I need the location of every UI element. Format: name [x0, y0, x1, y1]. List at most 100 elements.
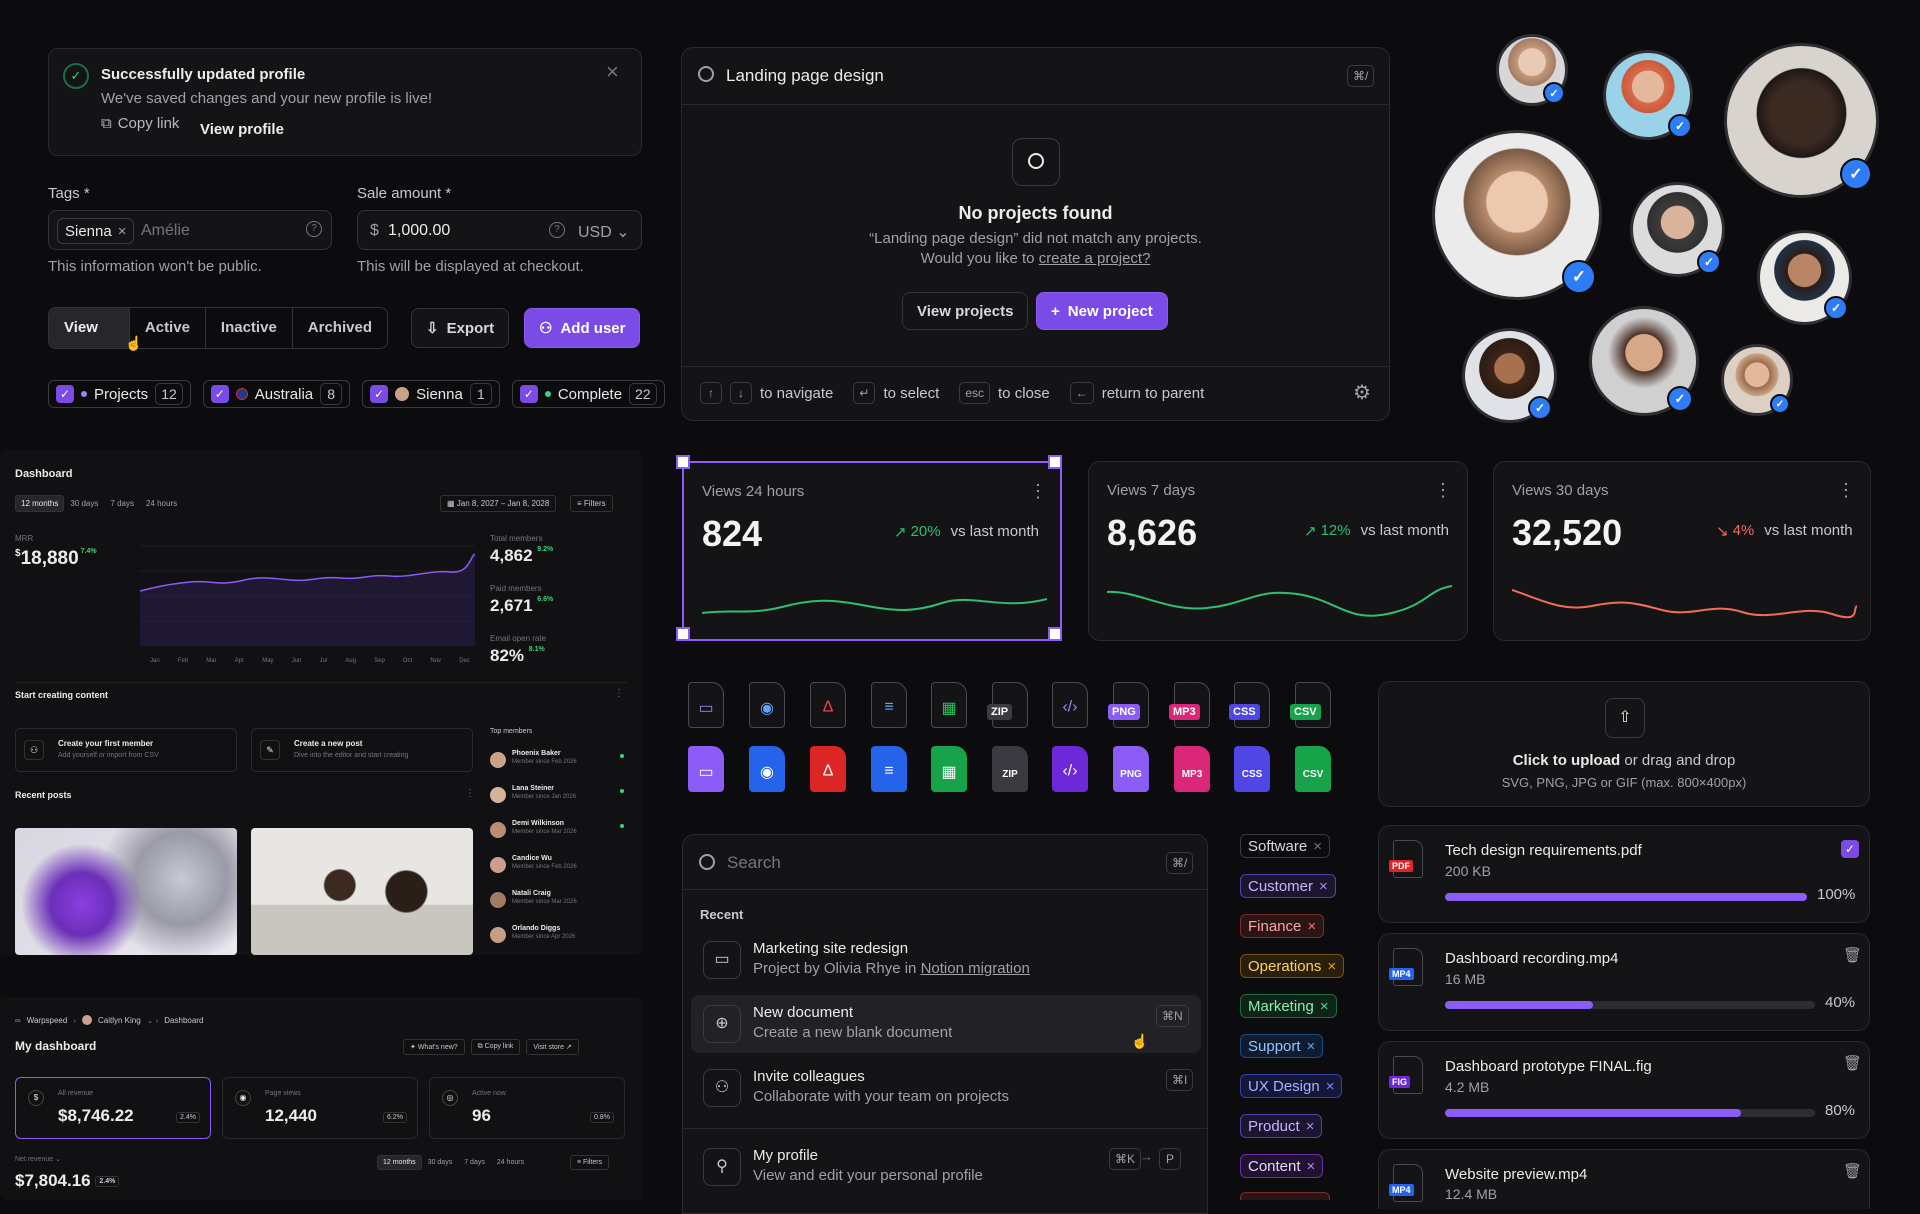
resize-handle[interactable]: [1048, 455, 1062, 469]
stat-card[interactable]: ◎ Active now 96 0.8%: [429, 1077, 625, 1139]
more-vertical-icon[interactable]: ⋮: [465, 788, 475, 799]
checkbox-checked[interactable]: ✓: [519, 385, 538, 403]
range-24-hours[interactable]: 24 hours: [145, 499, 178, 508]
date-range-button[interactable]: ▦ Jan 8, 2027 – Jan 8, 2028: [440, 495, 557, 512]
tag-finance[interactable]: Finance ×: [1240, 914, 1325, 938]
checkbox-checked[interactable]: ✓: [210, 385, 229, 403]
tag-content[interactable]: Content ×: [1240, 1154, 1324, 1178]
tag-operations[interactable]: Operations ×: [1240, 954, 1345, 978]
tab-view-all[interactable]: View all: [49, 308, 130, 348]
resize-handle[interactable]: [676, 455, 690, 469]
copy-link-button[interactable]: ⧉ Copy link: [101, 115, 179, 132]
metric-card-7d[interactable]: Views 7 days ⋮ 8,626 ↗ 12% vs last month: [1088, 461, 1468, 641]
breadcrumb-item[interactable]: Dashboard: [164, 1015, 204, 1025]
tag-ux-design[interactable]: UX Design ×: [1240, 1074, 1343, 1098]
checkbox-checked[interactable]: ✓: [370, 385, 389, 403]
task-card[interactable]: ⚇ Create your first member Add yourself …: [15, 728, 237, 772]
tab-archived[interactable]: Archived: [307, 319, 372, 336]
command-item[interactable]: ⚲ My profile View and edit your personal…: [691, 1138, 1201, 1196]
new-project-button[interactable]: + New project: [1036, 292, 1168, 330]
checkbox-checked[interactable]: ✓: [56, 385, 74, 403]
checkbox-checked[interactable]: ✓: [1841, 840, 1859, 858]
metric-card-24h[interactable]: Views 24 hours ⋮ 824 ↗ 20% vs last month: [676, 455, 1062, 641]
add-user-button[interactable]: ⚇ Add user: [524, 308, 641, 348]
stat-card[interactable]: ◉ Page views 12,440 6.2%: [222, 1077, 418, 1139]
trash-icon[interactable]: 🗑: [1843, 1163, 1863, 1180]
tab-inactive[interactable]: Inactive: [206, 308, 293, 348]
post-thumbnail[interactable]: [15, 828, 237, 955]
trash-icon[interactable]: 🗑: [1843, 947, 1863, 964]
trash-icon[interactable]: 🗑: [1843, 1055, 1863, 1072]
settings-gear-icon[interactable]: ⚙: [1353, 382, 1371, 404]
list-item[interactable]: Natali Craig Member since Mar 2026: [490, 890, 577, 925]
close-icon[interactable]: ×: [606, 59, 619, 84]
tag-product[interactable]: Product ×: [1240, 1114, 1323, 1138]
list-item[interactable]: Orlando Diggs Member since Apr 2026: [490, 925, 577, 955]
filters-button[interactable]: ≡ Filters: [570, 1155, 610, 1170]
create-project-link[interactable]: create a project?: [1038, 250, 1151, 267]
tab-active[interactable]: Active: [130, 308, 206, 348]
remove-tag-icon[interactable]: ×: [1305, 1117, 1315, 1135]
remove-tag-icon[interactable]: ×: [1306, 1157, 1316, 1175]
post-thumbnail[interactable]: [251, 828, 473, 955]
filter-chip-australia[interactable]: ✓ Australia 8: [202, 380, 351, 408]
range-24-hours[interactable]: 24 hours: [496, 1159, 525, 1166]
remove-tag-icon[interactable]: ×: [1306, 1037, 1316, 1055]
click-to-upload-link[interactable]: Click to upload: [1512, 752, 1621, 769]
remove-tag-icon[interactable]: ×: [1327, 957, 1337, 975]
list-item[interactable]: Demi Wilkinson Member since Mar 2026: [490, 820, 624, 855]
avatar[interactable]: [1432, 130, 1602, 300]
notion-migration-link[interactable]: Notion migration: [920, 960, 1030, 977]
range-12-months[interactable]: 12 months: [377, 1155, 422, 1170]
filter-chip-projects[interactable]: ✓ Projects 12: [48, 380, 191, 408]
more-vertical-icon[interactable]: ⋮: [1029, 481, 1047, 501]
breadcrumb-item[interactable]: Warpspeed: [26, 1015, 68, 1025]
remove-tag-icon[interactable]: ×: [1325, 1077, 1335, 1095]
export-button[interactable]: ⇩ Export: [411, 308, 510, 348]
whats-new-button[interactable]: ✦ What's new?: [403, 1039, 465, 1055]
command-item[interactable]: ▭ Marketing site redesign Project by Oli…: [691, 931, 1201, 989]
currency-select[interactable]: USD ⌄: [578, 222, 630, 242]
upload-dropzone[interactable]: ⇧ Click to upload or drag and drop SVG, …: [1378, 681, 1870, 807]
tag-support[interactable]: Support ×: [1240, 1034, 1324, 1058]
command-item-selected[interactable]: ⊕ New document Create a new blank docume…: [691, 995, 1201, 1053]
list-item[interactable]: Lana Steiner Member since Jan 2026: [490, 785, 624, 820]
range-7-days[interactable]: 7 days: [464, 1159, 485, 1166]
task-card[interactable]: ✎ Create a new post Dive into the editor…: [251, 728, 473, 772]
remove-tag-icon[interactable]: ×: [1319, 877, 1328, 895]
metric-card-30d[interactable]: Views 30 days ⋮ 32,520 ↘ 4% vs last month: [1493, 461, 1871, 641]
list-item[interactable]: Phoenix Baker Member since Feb 2026: [490, 750, 624, 785]
range-30-days[interactable]: 30 days: [427, 1159, 453, 1166]
tag-marketing[interactable]: Marketing ×: [1240, 994, 1337, 1018]
range-7-days[interactable]: 7 days: [110, 499, 134, 508]
resize-handle[interactable]: [1048, 627, 1062, 641]
visit-store-button[interactable]: Visit store ↗: [526, 1039, 579, 1055]
more-vertical-icon[interactable]: ⋮: [1837, 480, 1855, 500]
copy-link-button[interactable]: ⧉ Copy link: [470, 1039, 521, 1055]
command-item[interactable]: ⚇ Invite colleagues Collaborate with you…: [691, 1059, 1201, 1117]
stat-card[interactable]: $ All revenue $8,746.22 2.4%: [15, 1077, 211, 1139]
search-query[interactable]: Landing page design: [726, 66, 884, 85]
range-12-months[interactable]: 12 months: [15, 495, 65, 512]
resize-handle[interactable]: [676, 627, 690, 641]
filter-chip-complete[interactable]: ✓ Complete 22: [511, 380, 665, 408]
range-30-days[interactable]: 30 days: [70, 499, 99, 508]
filters-button[interactable]: ≡ Filters: [570, 495, 613, 512]
sale-amount-input[interactable]: $ 1,000.00 ? USD ⌄: [357, 210, 642, 250]
filter-chip-sienna[interactable]: ✓ Sienna 1: [362, 380, 500, 408]
breadcrumb-item[interactable]: Caitlyn King: [98, 1015, 141, 1025]
tag-chip-sienna[interactable]: Sienna ×: [57, 218, 135, 244]
tag-customer[interactable]: Customer ×: [1240, 874, 1336, 898]
avatar[interactable]: [1496, 34, 1568, 106]
tag-software[interactable]: Software ×: [1240, 834, 1330, 858]
more-vertical-icon[interactable]: ⋮: [1434, 480, 1452, 500]
remove-tag-icon[interactable]: ×: [1319, 997, 1329, 1015]
remove-tag-icon[interactable]: ×: [1313, 837, 1322, 855]
remove-tag-icon[interactable]: ×: [1307, 917, 1317, 935]
command-search-input[interactable]: Search: [727, 853, 781, 872]
tags-input[interactable]: Sienna × Amélie ?: [48, 210, 332, 250]
view-projects-button[interactable]: View projects: [902, 292, 1029, 330]
more-vertical-icon[interactable]: ⋮: [614, 688, 624, 699]
remove-tag-icon[interactable]: ×: [117, 222, 127, 240]
view-profile-link[interactable]: View profile: [200, 121, 284, 138]
